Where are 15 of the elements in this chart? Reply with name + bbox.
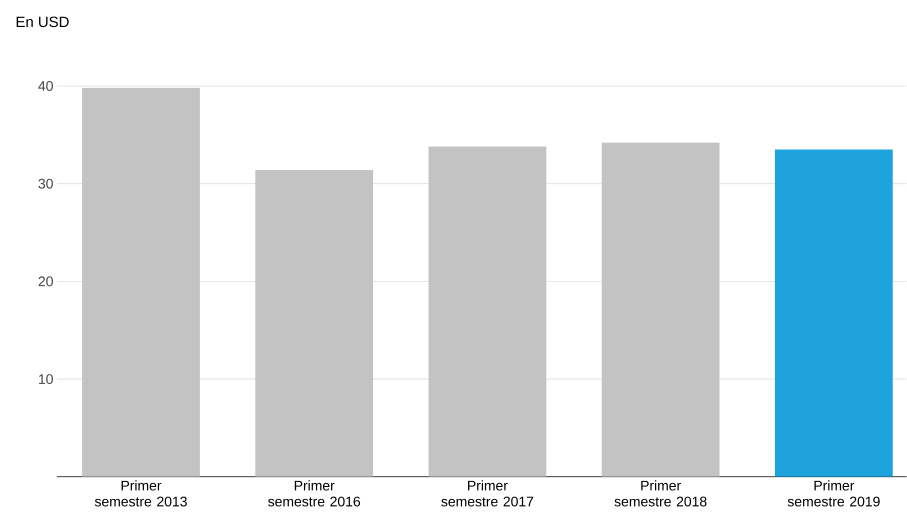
x-tick-label: Primer semestre 2017 (441, 480, 534, 507)
y-tick-label: 10 (39, 374, 53, 384)
bar (255, 170, 374, 477)
bar (774, 150, 893, 477)
bar (82, 88, 200, 477)
y-tick-label: 30 (38, 178, 53, 189)
x-tick-label: Primer semestre 2016 (268, 480, 360, 507)
x-tick-label: Primer semestre 2018 (614, 480, 707, 507)
bar (602, 142, 720, 477)
y-tick-label: 40 (38, 81, 53, 92)
y-tick-label: 20 (38, 276, 53, 286)
bar (428, 146, 546, 477)
y-axis-title: En USD (16, 16, 69, 28)
x-tick-label: Primer semestre 2013 (94, 480, 187, 507)
x-tick-label: Primer semestre 2019 (788, 480, 880, 507)
